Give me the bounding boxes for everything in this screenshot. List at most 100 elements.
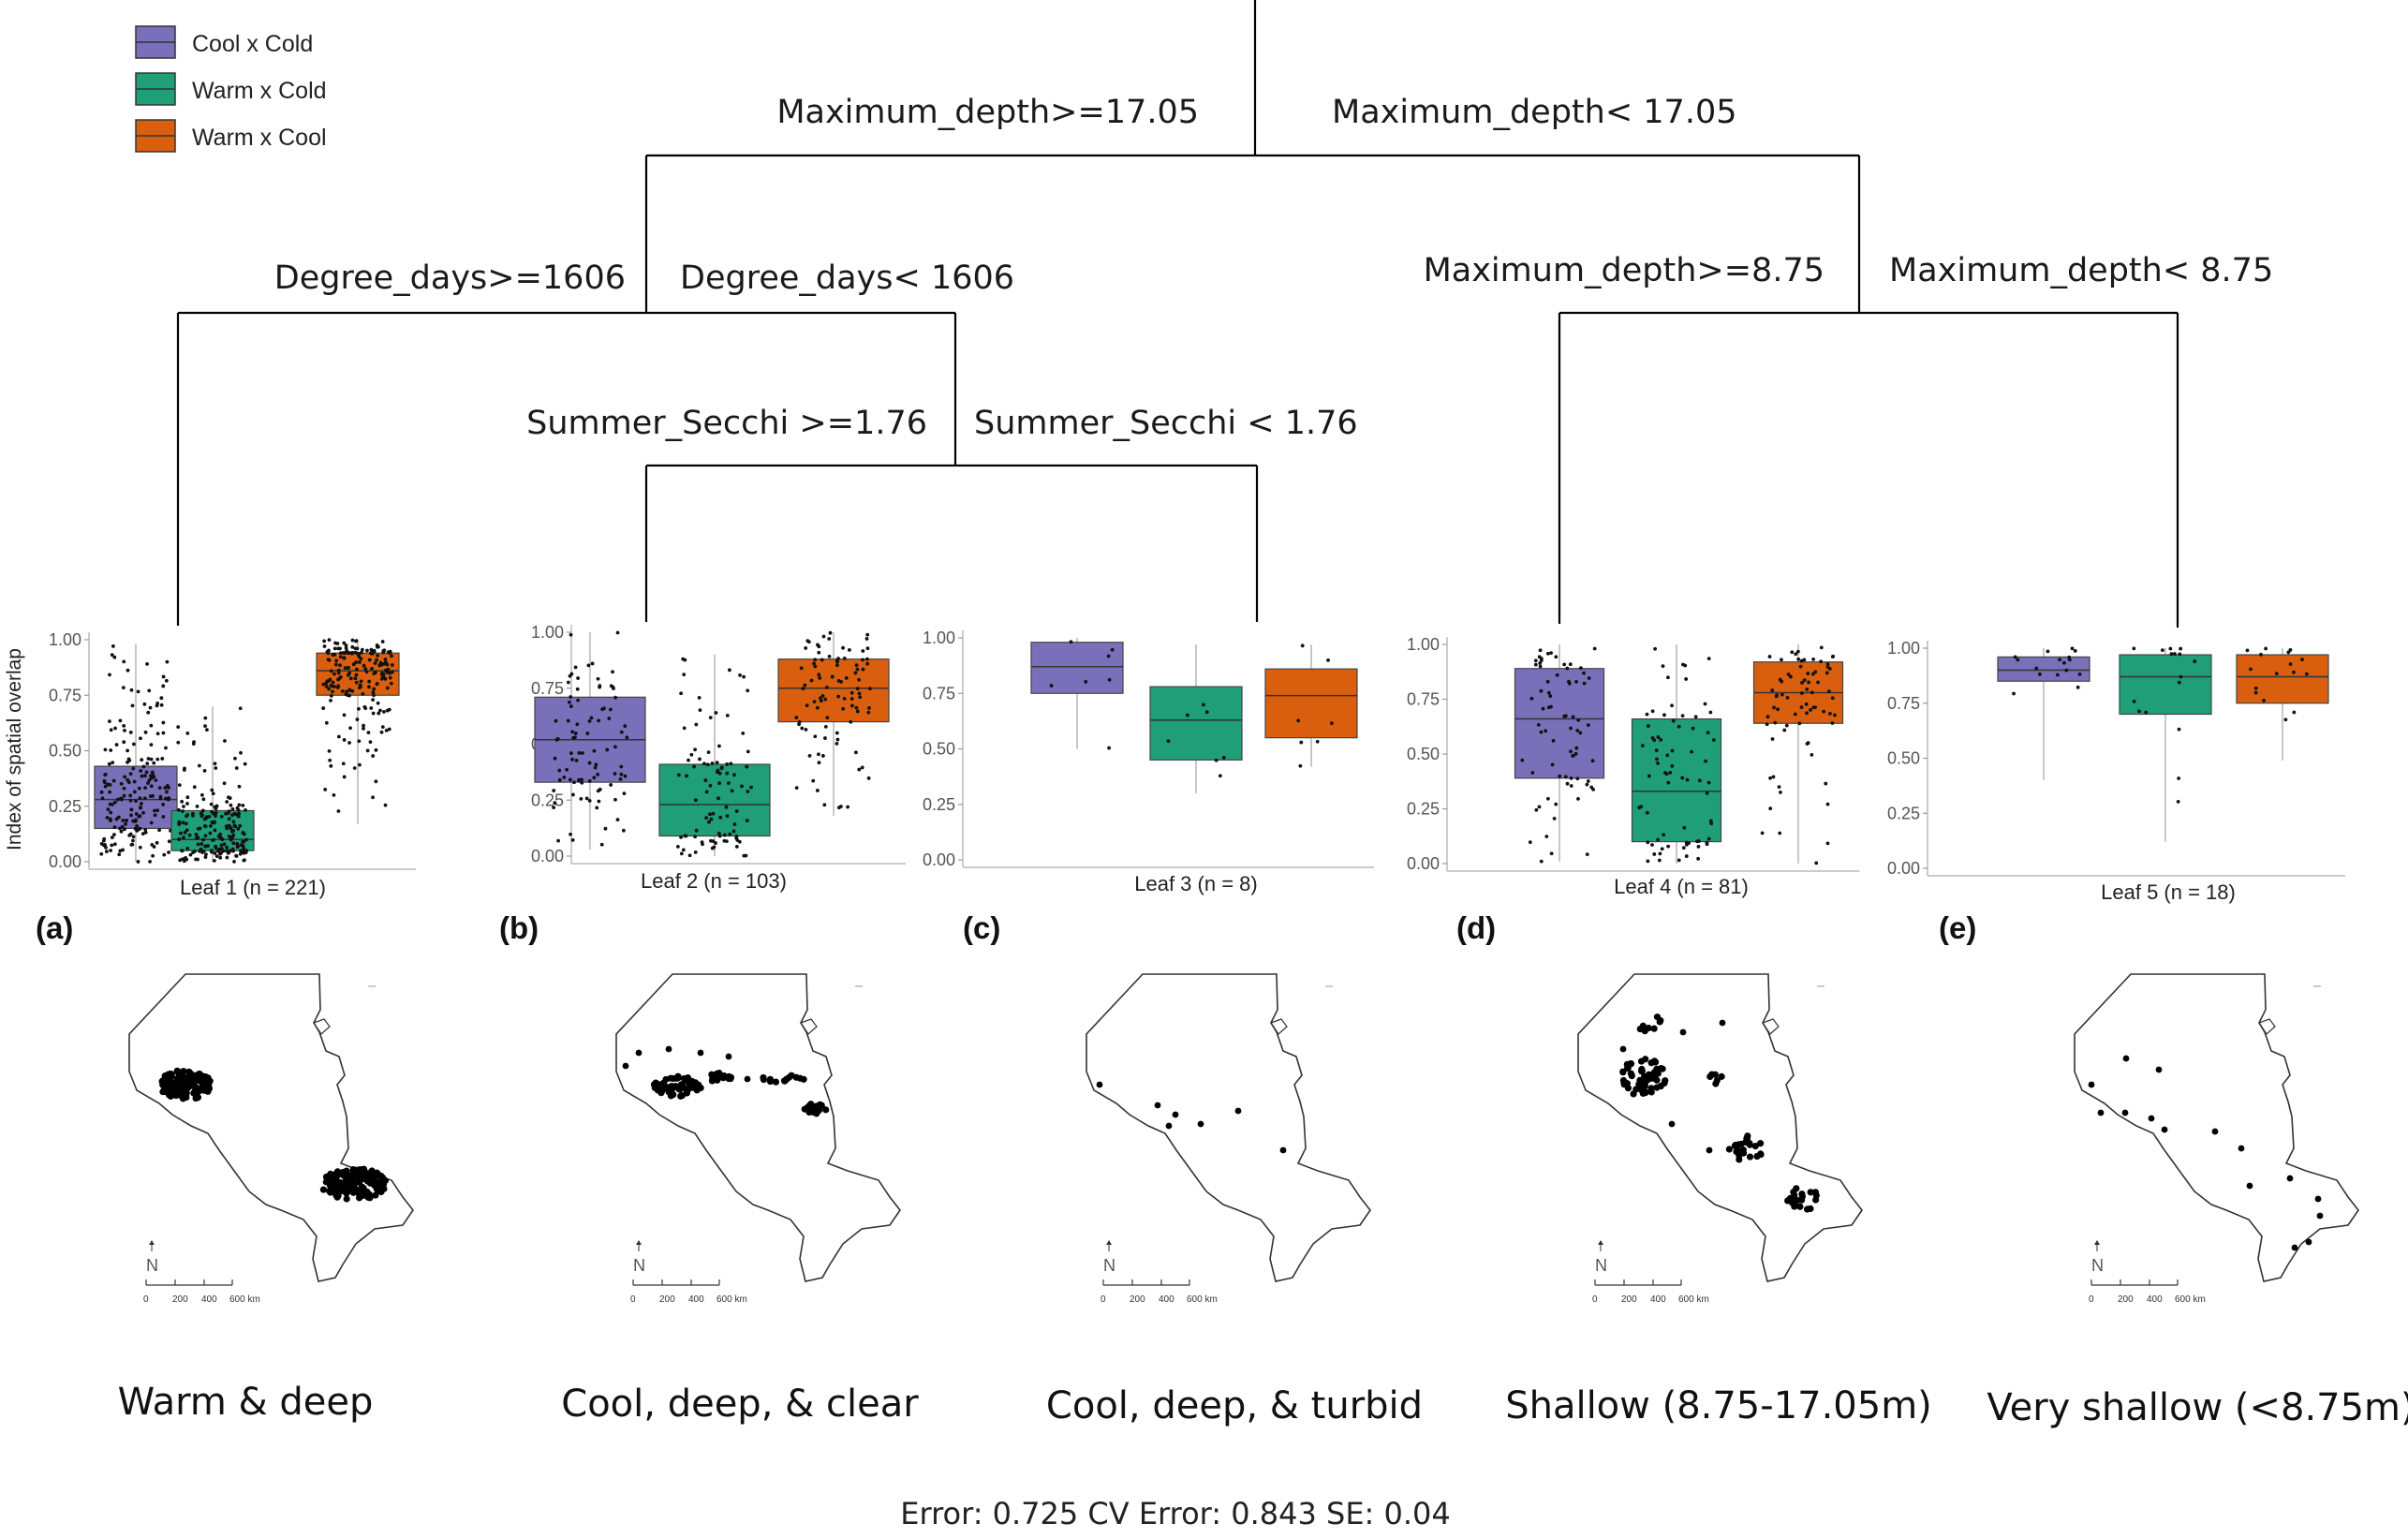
jitter-points	[794, 630, 872, 810]
leaf-label: Leaf 1 (n = 221)	[180, 876, 326, 899]
y-tick-label: 0.75	[1887, 694, 1920, 713]
scale-label: 0	[143, 1294, 149, 1305]
y-tick-label: 0.25	[1407, 800, 1440, 819]
scale-label: 600 km	[1678, 1294, 1709, 1305]
jitter-points	[1520, 646, 1597, 864]
north-label: N	[146, 1256, 158, 1275]
split-label-shallow-right: Maximum_depth< 8.75	[1889, 252, 2273, 289]
y-tick-label: 0.00	[923, 850, 955, 869]
panel-label-d: (d)	[1456, 910, 1496, 945]
y-tick-label: 1.00	[49, 630, 81, 649]
lake-points	[158, 1067, 390, 1203]
leaf-label: Leaf 4 (n = 81)	[1614, 875, 1749, 898]
maps: N 0 200 400 600 km N 0 200 400 600 km N 0 200 400 600 …	[128, 973, 2359, 1305]
split-label-cool-right: Summer_Secchi < 1.76	[974, 405, 1358, 442]
ontario-outline	[2074, 973, 2359, 1282]
map-description-cool-deep-turbid: Cool, deep, & turbid	[1046, 1384, 1423, 1427]
scale-label: 0	[2089, 1294, 2094, 1305]
y-tick-label: 1.00	[531, 623, 564, 642]
split-label-deep-left: Degree_days>=1606	[274, 259, 626, 297]
y-tick-label: 0.75	[531, 679, 564, 698]
box-1	[1514, 668, 1605, 779]
scale-bar: 0 200 400 600 km	[630, 1279, 747, 1305]
legend-label-warm-cold: Warm x Cold	[192, 78, 327, 104]
legend-label-cool-cold: Cool x Cold	[192, 31, 313, 57]
jitter-points	[2012, 646, 2082, 696]
scale-label: 400	[688, 1294, 704, 1305]
scale-label: 600 km	[2175, 1294, 2206, 1305]
y-tick-label: 0.50	[1887, 749, 1920, 768]
map-2: N 0 200 400 600 km	[615, 973, 901, 1305]
map-5: N 0 200 400 600 km	[2074, 973, 2359, 1305]
y-tick-label: 0.00	[1407, 854, 1440, 873]
y-tick-label: 0.75	[49, 686, 81, 704]
panel-label-c: (c)	[963, 910, 1000, 945]
y-tick-label: 0.00	[1887, 859, 1920, 878]
ontario-outline	[1086, 973, 1371, 1282]
leaf-label: Leaf 2 (n = 103)	[641, 869, 787, 893]
box-2	[1149, 686, 1243, 761]
map-4: N 0 200 400 600 km	[1577, 973, 1863, 1305]
north-arrow-icon	[149, 1240, 155, 1251]
scale-label: 0	[630, 1294, 636, 1305]
scale-label: 0	[1592, 1294, 1598, 1305]
box-3	[777, 658, 890, 723]
north-arrow-icon	[2094, 1240, 2100, 1251]
map-description-cool-deep-clear: Cool, deep, & clear	[561, 1383, 919, 1426]
boxplot-leaf-5: 0.00 0.25 0.50 0.75 1.00 Leaf 5 (n = 18)	[1887, 639, 2345, 904]
map-description-very-shallow: Very shallow (<8.75m)	[1987, 1386, 2408, 1429]
box-3	[1264, 668, 1358, 739]
scale-label: 600 km	[1187, 1294, 1218, 1305]
scale-label: 600 km	[716, 1294, 747, 1305]
jitter-points	[99, 644, 172, 864]
lake-points	[1619, 1013, 1820, 1213]
split-label-root-right: Maximum_depth< 17.05	[1332, 94, 1736, 131]
jitter-points	[2132, 646, 2197, 804]
ontario-outline	[1577, 973, 1863, 1282]
scale-label: 400	[1159, 1294, 1174, 1305]
scale-bar: 0 200 400 600 km	[2089, 1279, 2206, 1305]
lake-points	[2088, 1055, 2324, 1251]
split-label-cool-left: Summer_Secchi >=1.76	[526, 405, 927, 442]
y-tick-label: 0.25	[923, 795, 955, 814]
jitter-points	[1637, 646, 1716, 864]
lake-points	[622, 1045, 830, 1117]
scale-label: 0	[1101, 1294, 1106, 1305]
ontario-outline	[615, 973, 901, 1282]
north-arrow-icon	[636, 1240, 642, 1251]
map-description-warm-deep: Warm & deep	[118, 1381, 374, 1424]
y-tick-label: 0.75	[923, 684, 955, 702]
tree-edges	[176, 0, 2179, 628]
box-2	[1631, 717, 1722, 843]
north-label: N	[1103, 1256, 1115, 1275]
y-tick-label: 0.00	[531, 847, 564, 865]
legend: Cool x Cold Warm x Cold Warm x Cool	[135, 25, 327, 153]
map-3: N 0 200 400 600 km	[1086, 973, 1371, 1305]
leaf-label: Leaf 3 (n = 8)	[1134, 872, 1257, 895]
box-1	[1997, 656, 2090, 682]
y-tick-label: 0.25	[1887, 804, 1920, 822]
north-label: N	[633, 1256, 645, 1275]
scale-label: 200	[659, 1294, 675, 1305]
jitter-points	[552, 630, 629, 847]
jitter-points	[321, 638, 394, 813]
map-description-shallow: Shallow (8.75-17.05m)	[1505, 1384, 1932, 1427]
jitter-points	[1760, 645, 1837, 865]
scale-bar: 0 200 400 600 km	[1592, 1279, 1709, 1305]
y-tick-label: 0.75	[1407, 690, 1440, 709]
north-label: N	[1595, 1256, 1607, 1275]
jitter-points	[1296, 643, 1334, 768]
scale-bar: 0 200 400 600 km	[1101, 1279, 1218, 1305]
panel-label-b: (b)	[499, 910, 539, 945]
north-label: N	[2091, 1256, 2104, 1275]
y-tick-label: 0.25	[49, 797, 81, 816]
lake-points	[1096, 1081, 1287, 1154]
box-2	[658, 763, 771, 837]
scale-label: 200	[2118, 1294, 2134, 1305]
panel-label-e: (e)	[1939, 910, 1976, 945]
scale-label: 400	[2147, 1294, 2163, 1305]
map-1: N 0 200 400 600 km	[128, 973, 414, 1305]
jitter-points	[176, 706, 249, 864]
